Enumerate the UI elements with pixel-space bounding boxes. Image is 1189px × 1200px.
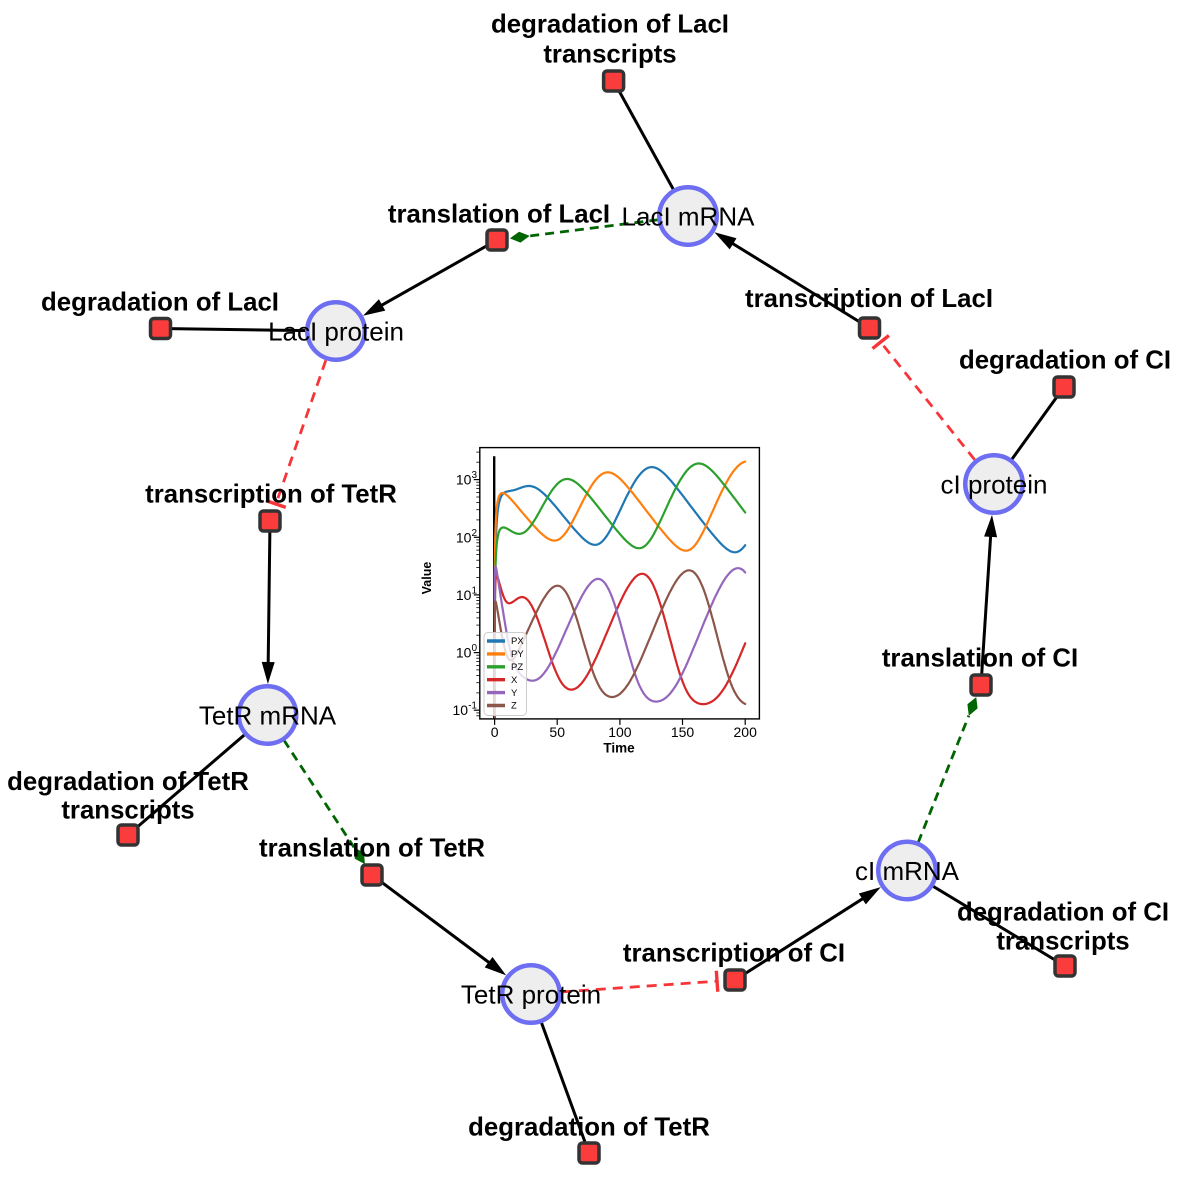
svg-text:translation of LacI: translation of LacI (388, 200, 610, 228)
svg-text:10-1: 10-1 (453, 701, 478, 719)
svg-text:Y: Y (511, 688, 518, 699)
svg-text:degradation of TetR: degradation of TetR (468, 1113, 710, 1141)
svg-text:translation of TetR: translation of TetR (259, 834, 485, 862)
svg-text:TetR mRNA: TetR mRNA (199, 700, 337, 730)
svg-text:50: 50 (549, 724, 565, 740)
svg-text:transcripts: transcripts (996, 927, 1129, 955)
svg-text:cI mRNA: cI mRNA (855, 856, 960, 886)
svg-text:X: X (511, 675, 518, 686)
svg-text:Value: Value (420, 562, 434, 595)
svg-text:degradation of CI: degradation of CI (957, 898, 1169, 926)
svg-text:100: 100 (456, 643, 478, 661)
svg-text:PZ: PZ (511, 662, 523, 673)
svg-text:PY: PY (511, 649, 524, 660)
svg-text:degradation of LacI: degradation of LacI (491, 10, 729, 38)
svg-text:degradation of LacI: degradation of LacI (41, 288, 279, 316)
svg-text:transcription of CI: transcription of CI (623, 939, 845, 967)
svg-text:102: 102 (456, 528, 478, 546)
svg-text:cI protein: cI protein (941, 469, 1048, 499)
svg-text:LacI mRNA: LacI mRNA (622, 201, 756, 231)
svg-text:0: 0 (491, 724, 499, 740)
svg-text:LacI protein: LacI protein (268, 316, 404, 346)
svg-text:transcripts: transcripts (543, 40, 676, 68)
svg-text:PX: PX (511, 636, 524, 647)
svg-text:200: 200 (734, 724, 758, 740)
svg-text:transcription of TetR: transcription of TetR (145, 480, 397, 508)
svg-text:150: 150 (671, 724, 695, 740)
svg-text:translation of CI: translation of CI (882, 644, 1078, 672)
svg-text:Z: Z (511, 701, 517, 712)
svg-text:Time: Time (603, 741, 635, 756)
svg-text:transcripts: transcripts (61, 796, 194, 824)
svg-text:101: 101 (456, 585, 478, 603)
svg-text:TetR protein: TetR protein (461, 979, 601, 1009)
svg-text:100: 100 (608, 724, 632, 740)
svg-text:degradation of TetR: degradation of TetR (7, 768, 249, 796)
svg-text:103: 103 (456, 470, 478, 488)
svg-text:transcription of LacI: transcription of LacI (745, 285, 993, 313)
svg-text:degradation of CI: degradation of CI (959, 346, 1171, 374)
